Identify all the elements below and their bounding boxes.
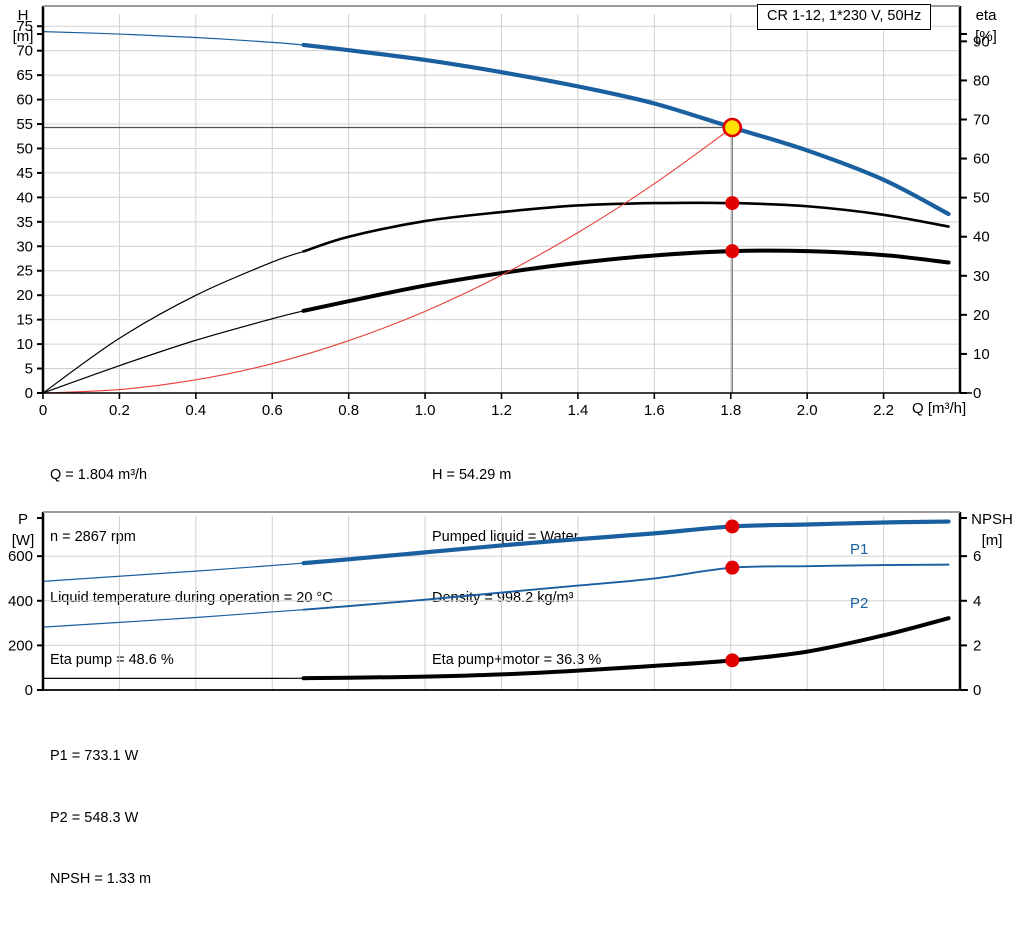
pump-curve-page: 0 5 10 15 20 25 30 35 40 45 50 55 60 65 70 75 0 10 20 30 40 5… — [8, 4, 1013, 887]
svg-text:0: 0 — [25, 385, 33, 402]
info-q: Q = 1.804 m³/h — [50, 467, 148, 483]
svg-text:400: 400 — [8, 593, 33, 610]
svg-text:25: 25 — [16, 263, 33, 280]
svg-text:0: 0 — [973, 682, 981, 699]
top-tick-labels: 0 5 10 15 20 25 30 35 40 45 50 55 60 65 70 75 0 10 20 30 40 5… — [16, 18, 989, 418]
svg-text:50: 50 — [16, 140, 33, 157]
svg-text:1.4: 1.4 — [567, 402, 588, 418]
svg-text:2: 2 — [973, 637, 981, 654]
svg-text:55: 55 — [16, 116, 33, 133]
svg-text:45: 45 — [16, 165, 33, 182]
top-x-title: Q [m³/h] — [912, 400, 966, 417]
svg-text:1.6: 1.6 — [644, 402, 665, 418]
svg-text:35: 35 — [16, 214, 33, 231]
svg-text:60: 60 — [973, 151, 990, 168]
svg-text:20: 20 — [973, 307, 990, 324]
svg-text:70: 70 — [16, 43, 33, 60]
top-y-left-title-2: [m] — [13, 28, 34, 45]
top-y-right-title-2: [%] — [975, 28, 997, 45]
top-y-left-title-1: H — [18, 7, 29, 24]
info-eta-pump-motor: Eta pump+motor = 36.3 % — [432, 651, 602, 668]
svg-text:1.0: 1.0 — [415, 402, 436, 418]
svg-text:1.2: 1.2 — [491, 402, 512, 418]
svg-text:30: 30 — [16, 238, 33, 255]
bottom-y-right-title-2: [m] — [982, 532, 1003, 549]
svg-text:6: 6 — [973, 548, 981, 565]
svg-text:30: 30 — [973, 268, 990, 285]
svg-text:1.8: 1.8 — [720, 402, 741, 418]
svg-text:20: 20 — [16, 287, 33, 304]
info-npsh: NPSH = 1.33 m — [50, 871, 152, 887]
svg-text:5: 5 — [25, 361, 33, 378]
svg-text:10: 10 — [973, 346, 990, 363]
bottom-y-right-title-1: NPSH — [971, 511, 1013, 528]
svg-text:75: 75 — [16, 18, 33, 35]
svg-text:50: 50 — [973, 190, 990, 207]
info-h: H = 54.29 m — [432, 467, 512, 483]
info-right-block: H = 54.29 m Pumped liquid = Water Densit… — [432, 424, 601, 711]
svg-text:15: 15 — [16, 312, 33, 329]
svg-text:0: 0 — [39, 402, 47, 418]
chart-title-box: CR 1-12, 1*230 V, 50Hz — [757, 4, 932, 30]
svg-text:2.2: 2.2 — [873, 402, 894, 418]
svg-text:90: 90 — [973, 33, 990, 50]
info-eta-pump: Eta pump = 48.6 % — [50, 651, 174, 668]
info-liquid-temp: Liquid temperature during operation = 20… — [50, 590, 333, 606]
svg-text:200: 200 — [8, 637, 33, 654]
top-curves — [42, 31, 951, 394]
p2-series-label: P2 — [850, 595, 868, 612]
bottom-tick-labels: 0 200 400 600 0 2 4 6 — [8, 548, 981, 699]
head-eta-chart: 0 5 10 15 20 25 30 35 40 45 50 55 60 65 70 75 0 10 20 30 40 5… — [13, 5, 998, 418]
svg-text:0: 0 — [25, 682, 33, 699]
info-n: n = 2867 rpm — [50, 528, 136, 545]
svg-text:40: 40 — [973, 229, 990, 246]
info-p1: P1 = 733.1 W — [50, 748, 139, 764]
info-density: Density = 998.2 kg/m³ — [432, 590, 574, 606]
bottom-y-left-title-2: [W] — [12, 532, 35, 549]
svg-text:0.4: 0.4 — [185, 402, 206, 418]
svg-text:0: 0 — [973, 385, 981, 402]
svg-text:65: 65 — [16, 67, 33, 84]
svg-text:600: 600 — [8, 548, 33, 565]
svg-text:2.0: 2.0 — [797, 402, 818, 418]
svg-text:60: 60 — [16, 92, 33, 109]
bottom-curves — [42, 519, 951, 681]
info-p2: P2 = 548.3 W — [50, 809, 139, 826]
svg-text:0.8: 0.8 — [338, 402, 359, 418]
chart-title: CR 1-12, 1*230 V, 50Hz — [767, 8, 922, 24]
bottom-axes — [37, 511, 968, 691]
svg-text:0.2: 0.2 — [109, 402, 130, 418]
top-y-right-title-1: eta — [976, 7, 998, 24]
info-left-block: Q = 1.804 m³/h n = 2867 rpm Liquid tempe… — [50, 424, 333, 711]
svg-text:80: 80 — [973, 72, 990, 89]
svg-text:4: 4 — [973, 593, 981, 610]
svg-text:0.6: 0.6 — [262, 402, 283, 418]
svg-text:70: 70 — [973, 111, 990, 128]
bottom-grid — [42, 516, 960, 691]
bottom-y-left-title-1: P — [18, 511, 28, 528]
svg-text:40: 40 — [16, 189, 33, 206]
svg-text:10: 10 — [16, 336, 33, 353]
top-axes — [37, 5, 972, 399]
info-bottom-block: P1 = 733.1 W P2 = 548.3 W NPSH = 1.33 m — [50, 705, 151, 931]
power-npsh-chart: 0 200 400 600 0 2 4 6 P [W] NPSH [m] P1 P2 — [8, 511, 1013, 699]
p1-series-label: P1 — [850, 541, 868, 558]
